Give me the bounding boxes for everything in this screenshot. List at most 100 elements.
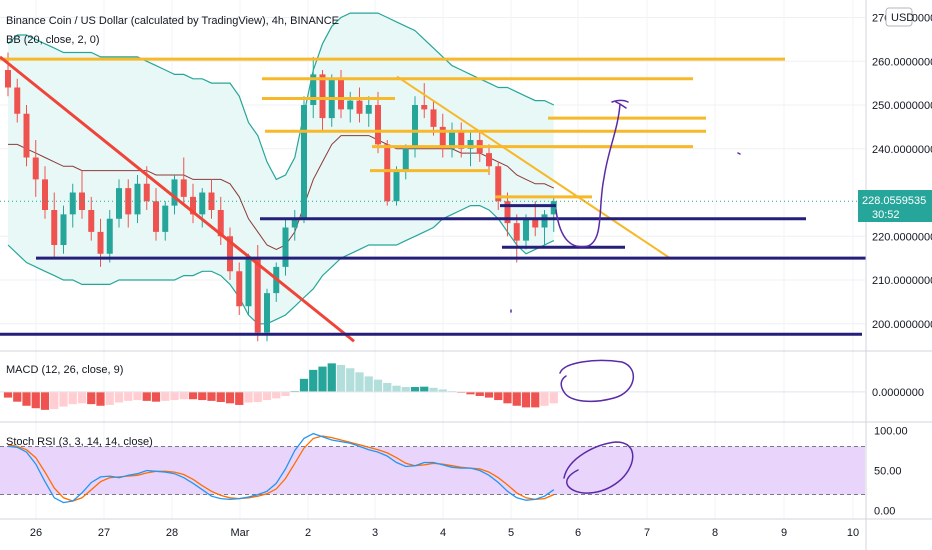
- chart-title: Binance Coin / US Dollar (calculated by …: [6, 15, 339, 27]
- candle-body: [227, 236, 233, 272]
- currency-label: USD: [891, 12, 914, 24]
- time-tick-label: 26: [30, 527, 42, 539]
- candle-body: [79, 192, 85, 210]
- pen-circle-stoch: [563, 441, 634, 494]
- current-price-value: 228.0559535: [862, 195, 926, 207]
- candle-body: [504, 201, 511, 224]
- macd-bar: [225, 391, 235, 404]
- candle-body: [51, 210, 58, 245]
- macd-bar: [253, 391, 262, 403]
- candle-body: [550, 201, 557, 215]
- candle-body: [217, 210, 224, 237]
- macd-bar: [68, 391, 77, 405]
- macd-bar: [318, 366, 327, 392]
- candle-body: [532, 218, 539, 228]
- macd-bar: [22, 391, 31, 406]
- candle-body: [421, 105, 428, 110]
- candle-body: [291, 218, 298, 228]
- candle-body: [245, 258, 252, 307]
- candle-body: [467, 140, 474, 149]
- macd-bar: [50, 391, 59, 410]
- stoch-d-line: [7, 435, 555, 502]
- macd-bar: [151, 391, 161, 402]
- time-tick-label: 6: [575, 527, 581, 539]
- macd-bar: [309, 369, 318, 392]
- candle-body: [162, 205, 169, 232]
- candle-body: [134, 183, 141, 215]
- candle-body: [88, 210, 95, 232]
- macd-bar: [170, 391, 179, 401]
- macd-bar: [198, 391, 207, 401]
- time-axis[interactable]: 26 27 28 Mar 2 3 4 5 6 7 8 9 10: [30, 527, 859, 539]
- macd-bar: [133, 391, 142, 401]
- macd-bar: [3, 391, 13, 398]
- macd-bar: [244, 391, 253, 403]
- candle-body: [310, 74, 317, 105]
- macd-bar: [96, 391, 105, 406]
- macd-bar: [87, 391, 96, 405]
- time-tick-label: 9: [781, 527, 787, 539]
- currency-button[interactable]: USD: [885, 7, 914, 27]
- time-tick-label: 27: [98, 527, 110, 539]
- current-price-tag: 228.0559535 30:52: [858, 190, 932, 222]
- stoch-k-line: [7, 432, 555, 504]
- candle-body: [384, 144, 391, 202]
- candle-body: [254, 258, 261, 333]
- candle-body: [439, 126, 446, 149]
- red-downtrend-line: [0, 55, 355, 343]
- macd-bar: [161, 391, 170, 401]
- stoch-tick-label: 0.00: [874, 506, 895, 518]
- macd-bar: [512, 391, 521, 406]
- time-tick-label: 5: [508, 527, 514, 539]
- macd-bar: [429, 387, 438, 392]
- bb-basis-line: [8, 135, 555, 250]
- time-tick-label: 28: [166, 527, 178, 539]
- macd-histogram: [0, 363, 865, 410]
- candle-body: [180, 179, 187, 197]
- price-tick-label: 220.0000000: [872, 231, 932, 243]
- candle-body: [153, 201, 159, 232]
- candle-body: [495, 166, 502, 202]
- macd-bar: [364, 376, 373, 392]
- candle-body: [282, 227, 289, 267]
- stoch-tick-label: 50.00: [874, 466, 902, 478]
- price-tick-label: 260.0000000: [872, 56, 932, 68]
- macd-bar: [383, 382, 392, 392]
- candle-body: [264, 293, 270, 333]
- candle-body: [199, 192, 206, 215]
- macd-bar: [124, 391, 133, 401]
- pen-annotations: [510, 99, 741, 494]
- stoch-band: [0, 446, 865, 495]
- macd-legend[interactable]: MACD (12, 26, close, 9): [6, 364, 123, 376]
- macd-bar: [410, 387, 420, 392]
- macd-bar: [114, 391, 124, 403]
- macd-bar: [475, 391, 484, 396]
- bb-legend[interactable]: BB (20, close, 2, 0): [6, 34, 100, 46]
- macd-bar: [420, 386, 429, 392]
- macd-bar: [327, 363, 336, 392]
- candle-body: [14, 87, 21, 114]
- candle-body: [5, 70, 11, 88]
- macd-bar: [207, 391, 216, 401]
- bar-countdown: 30:52: [872, 209, 900, 221]
- price-tick-label: 210.0000000: [872, 275, 932, 287]
- candle-body: [365, 105, 372, 114]
- macd-bar: [503, 391, 512, 404]
- stoch-legend[interactable]: Stoch RSI (3, 3, 14, 14, close): [6, 436, 153, 448]
- candle-body: [23, 113, 30, 158]
- macd-bar: [77, 391, 87, 404]
- candle-body: [171, 179, 178, 206]
- stoch-tick-label: 100.00: [874, 425, 908, 437]
- macd-bar: [336, 364, 346, 392]
- candle-body: [458, 131, 465, 149]
- candle-body: [60, 214, 67, 245]
- candle-body: [190, 196, 196, 215]
- candle-body: [338, 78, 344, 110]
- candle-body: [402, 148, 409, 171]
- candle-body: [347, 100, 354, 110]
- candle-body: [486, 153, 492, 167]
- time-tick-label: 7: [644, 527, 650, 539]
- macd-bar: [401, 387, 410, 392]
